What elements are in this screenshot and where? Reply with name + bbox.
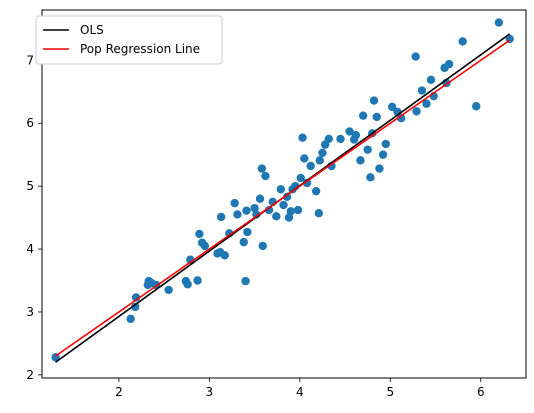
x-tick-label: 3 [206,385,214,399]
scatter-point [458,37,467,46]
scatter-point [306,161,315,171]
scatter-point [351,130,361,140]
scatter-point [311,186,321,196]
scatter-point [193,276,202,285]
scatter-point [366,173,375,182]
scatter-point [378,150,388,159]
scatter-point [130,302,140,312]
scatter-point [239,237,248,247]
scatter-point [126,314,135,324]
scatter-point [472,102,481,111]
scatter-point [494,18,504,27]
scatter-point [296,173,305,183]
scatter-point [279,200,288,210]
scatter-point [264,205,274,215]
scatter-point [314,208,324,218]
y-tick-label: 4 [26,242,34,256]
scatter-point [284,213,294,222]
x-tick-label: 2 [115,385,123,399]
scatter-point [372,112,381,122]
scatter-point [255,194,265,203]
scatter-point [369,96,379,105]
scatter-point [315,156,324,165]
scatter-point [286,207,295,216]
legend-box [35,15,223,65]
scatter-point [387,102,397,112]
scatter-point [195,229,204,239]
legend: OLS Pop Regression Line [35,15,223,65]
scatter-point [250,203,259,213]
scatter-point [412,107,421,116]
scatter-point [381,139,390,149]
scatter-point [318,148,327,157]
pop-regression-line [55,39,511,357]
scatter-point [220,251,229,260]
scatter-point [183,280,192,289]
scatter-point [422,99,431,108]
regression-lines [55,33,511,363]
scatter-point [375,164,384,173]
x-tick-label: 4 [296,385,304,399]
scatter-point [261,171,270,181]
scatter-point [276,185,286,194]
scatter-point [426,75,436,85]
y-tick-label: 5 [26,179,34,193]
scatter-point [358,111,368,120]
scatter-point [444,59,454,69]
scatter-point [131,293,141,302]
scatter-point [242,206,251,215]
scatter-point [324,134,333,144]
scatter-point [298,133,307,142]
axis-ticks: 2 3 4 5 6 2 3 4 5 6 7 [26,53,484,399]
x-tick-label: 6 [477,385,485,399]
scatter-point [252,210,261,219]
scatter-point [345,127,354,136]
scatter-point [241,276,250,286]
scatter-point [356,156,365,165]
scatter-point [336,134,345,144]
scatter-point [233,210,242,219]
scatter-point [230,198,239,208]
legend-label-pop-regression-line: Pop Regression Line [80,42,200,56]
scatter-point [302,178,312,188]
y-tick-label: 3 [26,305,34,319]
scatter-point [216,212,226,222]
y-tick-label: 7 [26,53,34,67]
scatter-point [257,164,267,173]
scatter-point [363,145,372,154]
scatter-point [411,52,420,61]
scatter-point [417,86,427,95]
scatter-point [396,114,406,123]
scatter-point [272,212,281,221]
legend-label-ols: OLS [80,23,104,37]
y-tick-label: 6 [26,116,34,130]
scatter-point [243,227,252,237]
plot-frame [41,9,527,379]
scatter-point [282,192,292,202]
scatter-point [200,241,210,251]
scatter-point [300,154,309,163]
x-tick-label: 5 [386,385,394,399]
scatter-point [186,255,195,264]
y-tick-label: 2 [26,368,34,382]
scatter-point [164,285,173,295]
scatter-point [293,205,303,215]
scatter-point [258,241,267,251]
